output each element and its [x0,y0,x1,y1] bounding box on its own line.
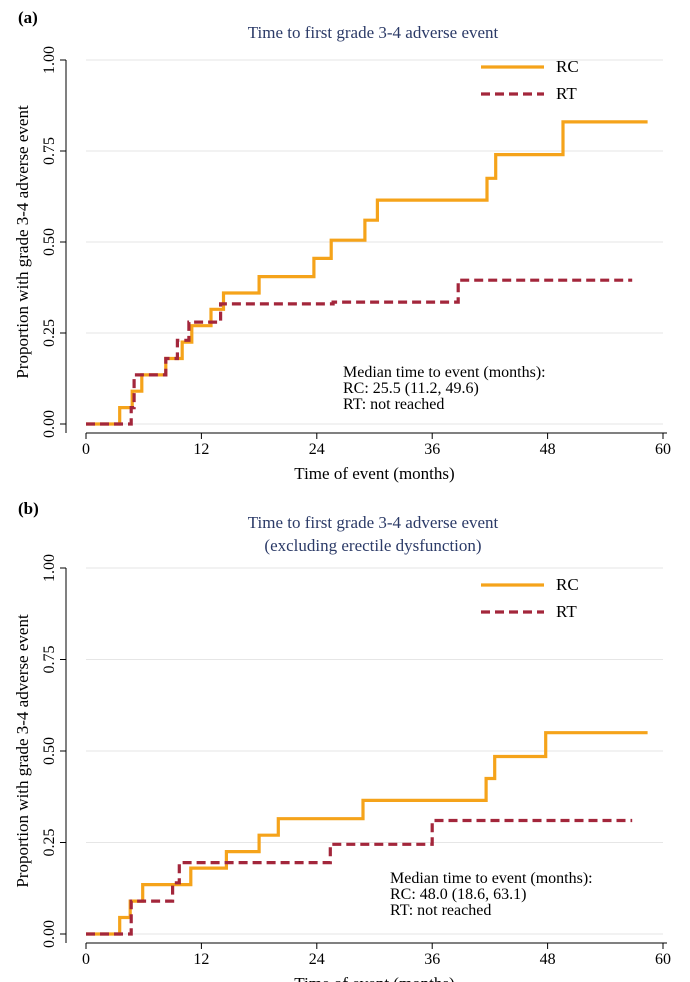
chart-1-x-tick-label: 24 [309,951,325,968]
panel-a: (a) Time to first grade 3-4 adverse event… [13,8,671,483]
chart-a: (a) Time to first grade 3-4 adverse event… [13,8,671,483]
chart-0-median-annotation-line: RC: 25.5 (11.2, 49.6) [343,380,479,397]
chart-0-legend-label-rc: RC [556,57,579,76]
chart-1-y-tick-label: 0.50 [41,737,58,765]
chart-1-x-tick-label: 48 [540,951,556,968]
chart-1-panel-label: (b) [18,499,39,518]
chart-1-title-line: (excluding erectile dysfunction) [264,536,481,555]
chart-1-median-annotation-line: RT: not reached [390,902,491,919]
chart-1-title-line: Time to first grade 3-4 adverse event [248,513,499,532]
chart-0-x-tick-label: 12 [193,441,209,458]
chart-1-y-axis-title: Proportion with grade 3-4 adverse event [13,614,32,888]
chart-0-title-line: Time to first grade 3-4 adverse event [248,23,499,42]
chart-1-median-annotation-line: RC: 48.0 (18.6, 63.1) [390,886,526,903]
chart-1-y-tick-label: 1.00 [41,554,58,582]
chart-1-y-tick-label: 0.25 [41,829,58,857]
chart-0-y-tick-label: 0.00 [41,410,58,438]
chart-0-x-axis-title: Time of event (months) [294,464,454,483]
chart-0-x-tick-label: 60 [655,441,671,458]
chart-0-x-tick-label: 48 [540,441,556,458]
chart-1-x-tick-label: 60 [655,951,671,968]
chart-0-median-annotation-line: RT: not reached [343,396,444,413]
chart-0-x-tick-label: 0 [82,441,90,458]
chart-1-series-rt-line [86,818,633,936]
chart-0-series-rc-line [86,120,648,426]
chart-0-legend-label-rt: RT [556,84,577,103]
chart-0-x-tick-label: 24 [309,441,325,458]
chart-0-x-tick-label: 36 [424,441,440,458]
chart-0-y-tick-label: 0.25 [41,319,58,347]
chart-0-y-tick-label: 1.00 [41,46,58,74]
chart-1-x-tick-label: 0 [82,951,90,968]
chart-0-panel-label: (a) [18,8,38,27]
chart-0-median-annotation-line: Median time to event (months): [343,364,546,381]
chart-0-y-tick-label: 0.75 [41,137,58,165]
chart-1-y-tick-label: 0.75 [41,646,58,674]
chart-1-legend-label-rt: RT [556,602,577,621]
chart-1-legend-label-rc: RC [556,575,579,594]
chart-1-x-tick-label: 36 [424,951,440,968]
chart-1-x-tick-label: 12 [193,951,209,968]
panel-b: (b) Time to first grade 3-4 adverse event… [0,491,690,982]
chart-1-x-axis-title: Time of event (months) [294,974,454,982]
chart-0-series-rt-line [86,278,633,426]
chart-1-y-tick-label: 0.00 [41,920,58,948]
chart-b: (b) Time to first grade 3-4 adverse event… [13,499,671,982]
chart-1-median-annotation-line: Median time to event (months): [390,870,593,887]
chart-0-y-tick-label: 0.50 [41,228,58,256]
chart-1-series-rc-line [86,731,648,936]
chart-0-y-axis-title: Proportion with grade 3-4 adverse event [13,105,32,379]
